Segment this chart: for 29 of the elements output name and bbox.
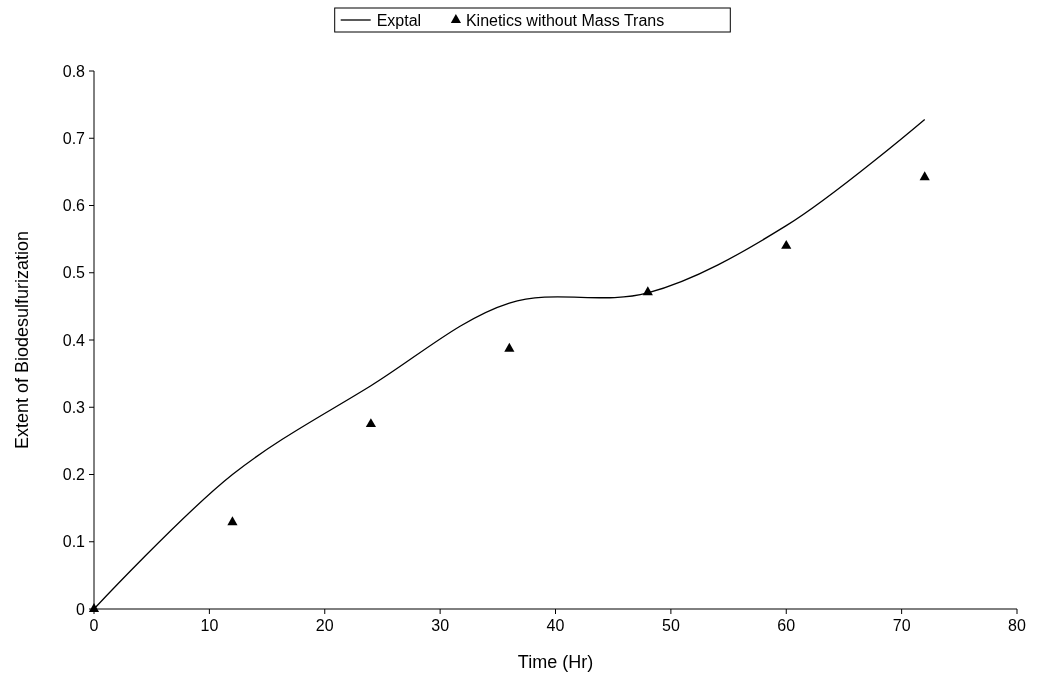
point bbox=[919, 171, 930, 181]
y-tick-label: 0.3 bbox=[62, 398, 86, 416]
x-tick-label: 20 bbox=[315, 617, 334, 634]
point bbox=[88, 603, 100, 612]
y-tick-label: 0.2 bbox=[62, 466, 86, 484]
y-tick-label: 0.4 bbox=[62, 331, 86, 349]
x-tick-label: 40 bbox=[546, 617, 565, 634]
y-tick-label: 0.7 bbox=[62, 129, 86, 147]
x-tick-label: 30 bbox=[431, 617, 450, 634]
y-tick-label: 0.5 bbox=[62, 264, 86, 282]
x-tick-label: 50 bbox=[661, 617, 680, 634]
point bbox=[781, 239, 792, 249]
x-tick-label: 70 bbox=[892, 617, 911, 634]
y-axis-title: Extent of Biodesulfurization bbox=[12, 230, 32, 450]
x-tick-label: 80 bbox=[1008, 617, 1026, 634]
legend-label: Kinetics without Mass Trans bbox=[465, 11, 665, 29]
y-tick-label: 0.8 bbox=[62, 62, 86, 80]
y-tick-label: 0.1 bbox=[62, 533, 86, 551]
y-tick-label: 0.6 bbox=[62, 197, 86, 215]
x-tick-label: 0 bbox=[89, 617, 99, 634]
point bbox=[227, 516, 238, 526]
point bbox=[504, 342, 515, 352]
y-tick-label: 0 bbox=[76, 600, 86, 618]
x-axis-title: Time (Hr) bbox=[517, 652, 594, 672]
x-tick-label: 10 bbox=[200, 617, 219, 634]
x-tick-label: 60 bbox=[777, 617, 796, 634]
point bbox=[642, 286, 653, 296]
point bbox=[365, 418, 376, 428]
legend-label: Exptal bbox=[376, 11, 422, 29]
